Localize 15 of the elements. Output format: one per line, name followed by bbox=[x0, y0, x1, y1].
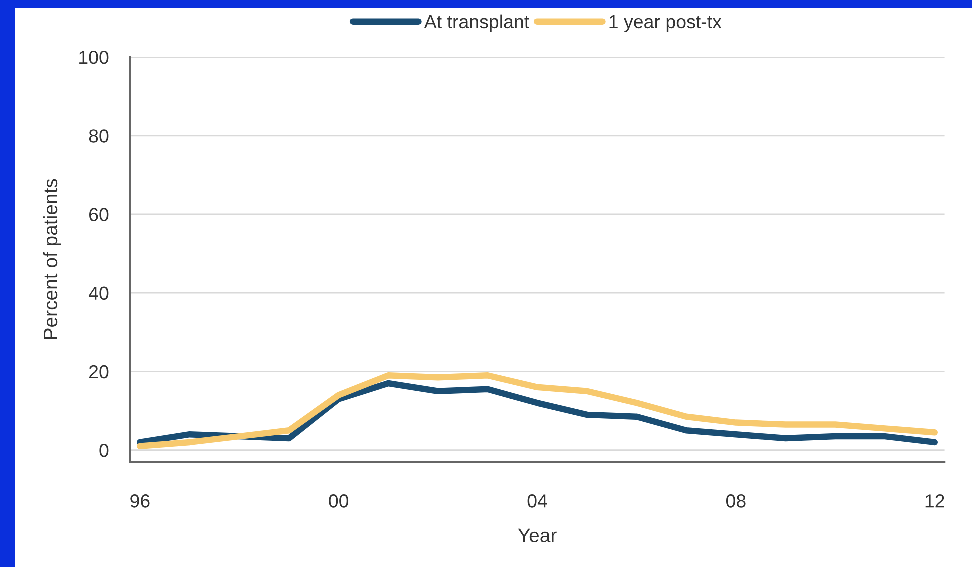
legend-label: 1 year post-tx bbox=[610, 16, 722, 32]
y-tick-label: 80 bbox=[89, 130, 109, 143]
x-tick-label: 96 bbox=[130, 494, 150, 508]
x-axis-title: Year bbox=[518, 528, 557, 542]
y-tick-label: 0 bbox=[100, 444, 109, 458]
y-tick-label: 100 bbox=[80, 50, 109, 64]
x-tick-label: 12 bbox=[926, 494, 944, 508]
y-tick-label: 60 bbox=[90, 208, 109, 222]
y-tick-label: 20 bbox=[90, 365, 109, 379]
x-tick-label: 04 bbox=[528, 494, 548, 508]
y-tick-label: 40 bbox=[88, 286, 109, 300]
x-tick-label: 08 bbox=[726, 494, 746, 508]
legend-label: At transplant bbox=[424, 14, 530, 32]
y-axis-title: Percent of patients bbox=[43, 179, 62, 340]
x-tick-label: 00 bbox=[329, 494, 349, 508]
